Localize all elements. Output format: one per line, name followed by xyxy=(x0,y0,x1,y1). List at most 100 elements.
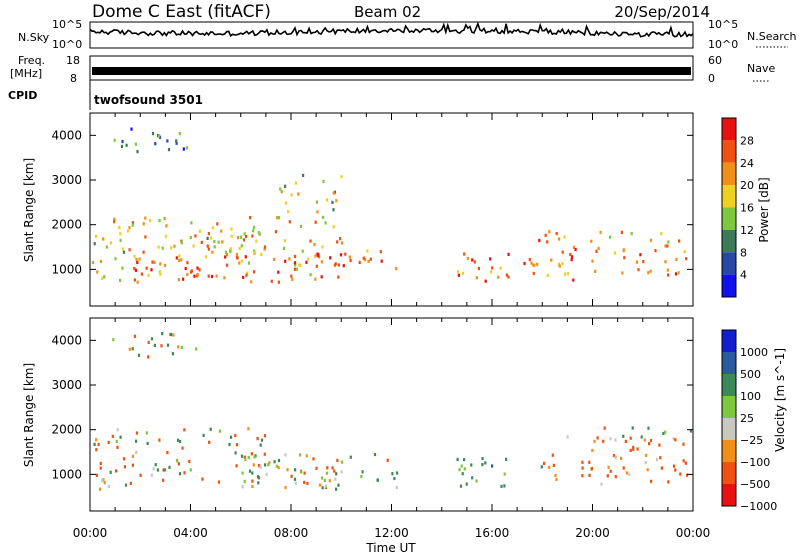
power-echo-cell xyxy=(566,272,569,276)
power-echo-cell xyxy=(538,238,541,243)
velocity-echo-cell xyxy=(277,466,280,470)
velocity-colorbar: 1000 500 100 25 −25 −100 −500 −1000 xyxy=(721,329,777,513)
velocity-echo-cell xyxy=(603,426,606,430)
power-colorbar-swatch xyxy=(722,274,736,297)
power-echo-cell xyxy=(170,246,173,250)
velocity-echo-cell xyxy=(461,472,464,476)
velocity-echo-cell xyxy=(631,426,634,430)
velocity-colorbar-tick: 1000 xyxy=(740,346,768,359)
power-echo-cell xyxy=(125,143,128,147)
velocity-echo-cell xyxy=(632,447,635,451)
velocity-y-ticks: 1000 2000 3000 4000 xyxy=(51,333,693,481)
velocity-echo-cell xyxy=(312,457,315,461)
velocity-echo-cell xyxy=(146,441,149,445)
power-echo-cell xyxy=(196,273,199,277)
velocity-echo-cell xyxy=(622,434,625,438)
power-colorbar-swatch xyxy=(722,118,736,141)
power-echo-cell xyxy=(337,263,340,267)
radar-title: Dome C East (fitACF) xyxy=(92,2,271,22)
power-echo-cell xyxy=(140,272,143,276)
power-echo-cell xyxy=(315,200,318,204)
velocity-echo-cell xyxy=(208,440,211,444)
power-echo-cell xyxy=(532,263,535,267)
velocity-echo-cell xyxy=(119,435,122,439)
power-echo-cell xyxy=(647,271,650,275)
power-echo-cell xyxy=(263,247,266,251)
power-echo-cell xyxy=(364,258,367,262)
power-echo-cell xyxy=(324,221,327,225)
power-echo-cell xyxy=(599,230,602,234)
power-echo-cell xyxy=(136,280,139,284)
velocity-echo-cell xyxy=(248,469,252,473)
power-echo-cell xyxy=(544,233,547,237)
power-echo-cell xyxy=(622,248,625,252)
velocity-colorbar-label-text: Velocity [m s^-1] xyxy=(773,348,787,452)
power-echo-cell xyxy=(548,230,551,234)
power-echo-cell xyxy=(94,234,97,238)
frequency-trace xyxy=(92,67,691,75)
power-echo-cell xyxy=(523,261,526,266)
power-echo-cell xyxy=(297,192,300,196)
power-echo-cell xyxy=(642,260,645,264)
velocity-echo-cell xyxy=(484,461,487,465)
power-colorbar-tick: 8 xyxy=(740,246,747,259)
power-echo-cell xyxy=(322,179,325,183)
velocity-echo-cell xyxy=(684,461,687,465)
power-echo-cell xyxy=(186,272,189,277)
velocity-echo-cell xyxy=(188,459,191,464)
power-echo-cell xyxy=(339,253,343,257)
power-echo-cell xyxy=(147,273,150,277)
power-ytick-label: 4000 xyxy=(51,128,82,142)
velocity-echo-cell xyxy=(306,481,309,486)
power-echo-cell xyxy=(558,237,561,241)
power-echo-cell xyxy=(245,234,248,239)
velocity-echo-cell xyxy=(158,438,161,442)
power-echo-cell xyxy=(175,141,178,145)
power-echo-cell xyxy=(471,258,474,262)
power-echo-cell xyxy=(667,240,670,244)
power-echo-cell xyxy=(358,260,361,264)
power-colorbar: 4 8 12 16 20 24 28 xyxy=(721,117,754,298)
velocity-echo-cell xyxy=(177,462,180,466)
velocity-echo-cell xyxy=(147,340,150,344)
power-echo-cell xyxy=(325,198,328,202)
power-echo-cell xyxy=(507,252,510,256)
velocity-echo-cell xyxy=(645,453,648,457)
velocity-echo-cell xyxy=(275,464,278,468)
velocity-echo-cell xyxy=(391,472,394,476)
power-echo-cell xyxy=(142,222,145,226)
velocity-echo-cell xyxy=(679,472,682,476)
velocity-echo-cell xyxy=(256,437,259,441)
velocity-echo-cell xyxy=(393,476,396,481)
power-ytick-label: 1000 xyxy=(51,262,82,276)
power-echo-cell xyxy=(497,275,500,279)
velocity-echo-cell xyxy=(128,347,131,351)
velocity-x-ticks xyxy=(89,318,694,511)
velocity-colorbar-tick: −1000 xyxy=(740,500,777,513)
velocity-echo-cell xyxy=(335,487,338,491)
power-echo-cell xyxy=(185,146,189,150)
power-echo-cell xyxy=(649,238,653,242)
velocity-echo-cell xyxy=(614,475,617,479)
power-echo-cell xyxy=(316,210,319,214)
power-echo-cell xyxy=(244,255,247,259)
velocity-echo-cell xyxy=(552,463,555,467)
velocity-colorbar-tick: −500 xyxy=(740,478,770,491)
power-echo-cell xyxy=(295,267,299,271)
velocity-echo-cell xyxy=(183,471,186,475)
power-echo-cell xyxy=(99,259,103,263)
velocity-echo-cell xyxy=(294,481,297,485)
power-echo-cell xyxy=(563,235,566,239)
velocity-colorbar-tick: −100 xyxy=(740,456,770,469)
power-echo-cell xyxy=(258,232,261,236)
power-echo-cell xyxy=(574,248,577,252)
power-colorbar-tick: 16 xyxy=(740,202,754,215)
power-echo-cell xyxy=(597,246,600,250)
power-echo-cell xyxy=(293,261,297,265)
power-echo-cell xyxy=(154,142,157,146)
velocity-echo-cell xyxy=(175,458,179,462)
power-echo-cell xyxy=(120,144,124,148)
power-echo-cell xyxy=(178,254,181,258)
noise-panel: N.Sky 10^5 10^0 10^5 10^0 N.Search xyxy=(18,18,797,51)
velocity-echo-cell xyxy=(290,474,293,478)
